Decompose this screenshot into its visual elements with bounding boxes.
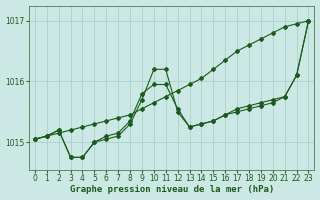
X-axis label: Graphe pression niveau de la mer (hPa): Graphe pression niveau de la mer (hPa) — [69, 185, 274, 194]
